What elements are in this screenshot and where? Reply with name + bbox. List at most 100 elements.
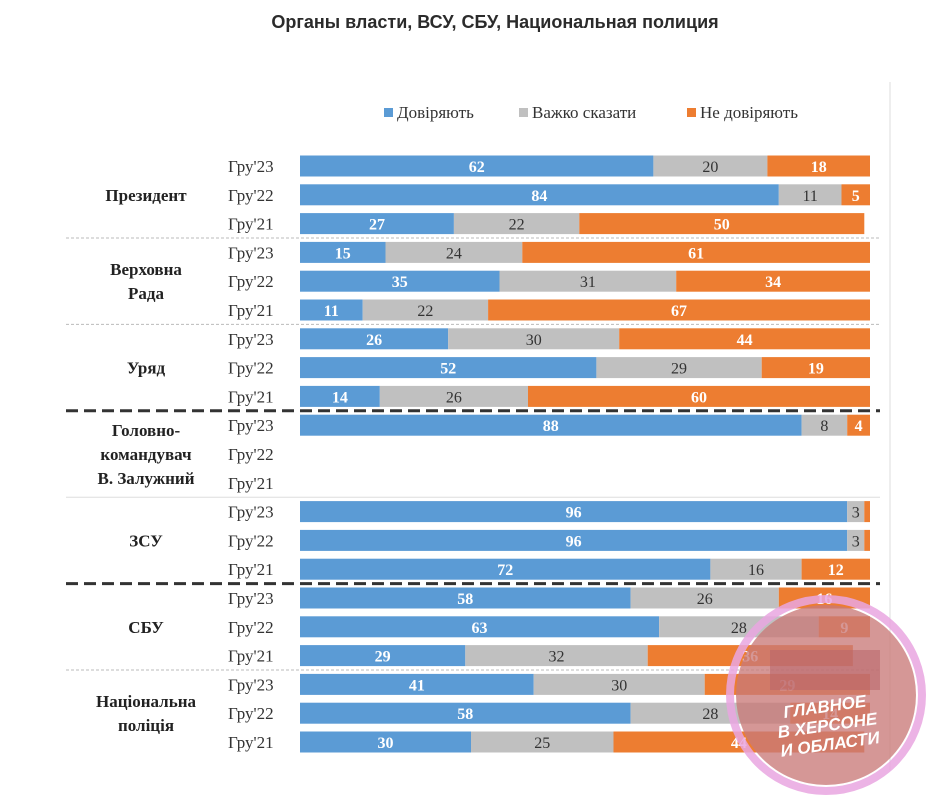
year-label: Гру'22: [228, 445, 274, 464]
legend-swatch-2: [519, 108, 528, 117]
data-label: 88: [543, 418, 559, 435]
group-label: Національна: [96, 692, 197, 711]
group-label: Уряд: [127, 359, 166, 378]
data-label: 31: [580, 274, 596, 291]
data-label: 62: [469, 159, 485, 176]
data-label: 30: [611, 677, 627, 694]
bar-segment-1: [300, 155, 654, 177]
year-label: Гру'22: [228, 531, 274, 550]
legend-label-2: Важко сказати: [532, 103, 636, 122]
data-label: 30: [526, 332, 542, 349]
legend: Довіряють Важко сказати Не довіряють: [384, 103, 798, 122]
bar-segment-2: [453, 213, 580, 235]
group-separators: [66, 237, 880, 671]
data-label: 29: [671, 361, 687, 378]
bar-segment-2: [630, 587, 779, 609]
legend-label-1: Довіряють: [397, 103, 474, 122]
year-label: Гру'21: [228, 387, 274, 406]
data-label: 84: [531, 188, 547, 205]
data-label: 3: [852, 505, 860, 522]
year-label: Гру'23: [228, 243, 274, 262]
bar-segment-3: [488, 299, 870, 321]
bar-segment-2: [778, 184, 842, 206]
group-label: Рада: [128, 284, 164, 303]
data-label: 26: [697, 591, 713, 608]
year-label: Гру'21: [228, 560, 274, 579]
bar-segment-1: [300, 529, 848, 551]
bar-segment-2: [385, 241, 523, 263]
bar-segment-2: [596, 357, 762, 379]
bar-segment-2: [653, 155, 768, 177]
data-label: 60: [691, 389, 707, 406]
data-label: 11: [324, 303, 339, 320]
watermark-disc: [736, 605, 916, 785]
data-label: 5: [852, 188, 860, 205]
group-label: командувач: [100, 445, 192, 464]
legend-label-3: Не довіряють: [700, 103, 798, 122]
data-label: 32: [549, 649, 565, 666]
bar-segment-3: [528, 385, 870, 407]
bar-segment-2: [533, 673, 705, 695]
data-label: 16: [748, 562, 764, 579]
bar-segment-3: [864, 529, 870, 551]
data-label: 96: [566, 533, 582, 550]
year-label: Гру'22: [228, 359, 274, 378]
bar-segment-3: [619, 328, 870, 350]
bar-segment-1: [300, 673, 534, 695]
year-label: Гру'21: [228, 733, 274, 752]
bar-segment-2: [379, 385, 528, 407]
data-label: 44: [737, 332, 753, 349]
year-label: Гру'23: [228, 157, 274, 176]
bar-segment-3: [864, 501, 870, 523]
bar-segment-2: [448, 328, 620, 350]
group-label: Верховна: [110, 260, 182, 279]
year-label: Гру'23: [228, 330, 274, 349]
year-label: Гру'22: [228, 618, 274, 637]
bar-segment-1: [300, 645, 466, 667]
data-label: 8: [820, 418, 828, 435]
data-label: 58: [457, 591, 473, 608]
data-label: 27: [369, 217, 385, 234]
data-label: 12: [828, 562, 844, 579]
bar-segment-1: [300, 184, 779, 206]
bar-segment-1: [300, 731, 471, 753]
year-label: Гру'22: [228, 704, 274, 723]
bar-segment-2: [801, 414, 848, 436]
data-label: 15: [335, 245, 351, 262]
year-label: Гру'21: [228, 474, 274, 493]
data-label: 20: [702, 159, 718, 176]
data-label: 22: [417, 303, 433, 320]
data-label: 67: [671, 303, 687, 320]
chart-title: Органы власти, ВСУ, СБУ, Национальная по…: [271, 12, 718, 32]
data-label: 28: [702, 706, 718, 723]
group-label: поліція: [118, 716, 174, 735]
bar-segment-3: [801, 558, 870, 580]
bar-segment-3: [579, 213, 865, 235]
watermark-ring: [726, 595, 926, 795]
data-label: 29: [375, 649, 391, 666]
data-label: 96: [566, 505, 582, 522]
bar-segment-1: [300, 328, 449, 350]
bar-segment-1: [300, 299, 363, 321]
group-label: СБУ: [128, 618, 164, 637]
data-label: 72: [497, 562, 513, 579]
year-label: Гру'21: [228, 215, 274, 234]
group-label: ЗСУ: [129, 531, 163, 550]
year-label: Гру'23: [228, 589, 274, 608]
bar-segment-1: [300, 241, 386, 263]
bar-segment-3: [761, 357, 870, 379]
data-label: 52: [440, 361, 456, 378]
data-label: 14: [332, 389, 348, 406]
bar-segment-3: [841, 184, 870, 206]
bar-segment-1: [300, 414, 802, 436]
data-label: 4: [855, 418, 863, 435]
bar-segment-1: [300, 558, 711, 580]
data-label: 11: [802, 188, 817, 205]
bar-segment-2: [847, 529, 865, 551]
year-label: Гру'22: [228, 272, 274, 291]
bar-segment-1: [300, 357, 597, 379]
data-label: 61: [688, 245, 704, 262]
